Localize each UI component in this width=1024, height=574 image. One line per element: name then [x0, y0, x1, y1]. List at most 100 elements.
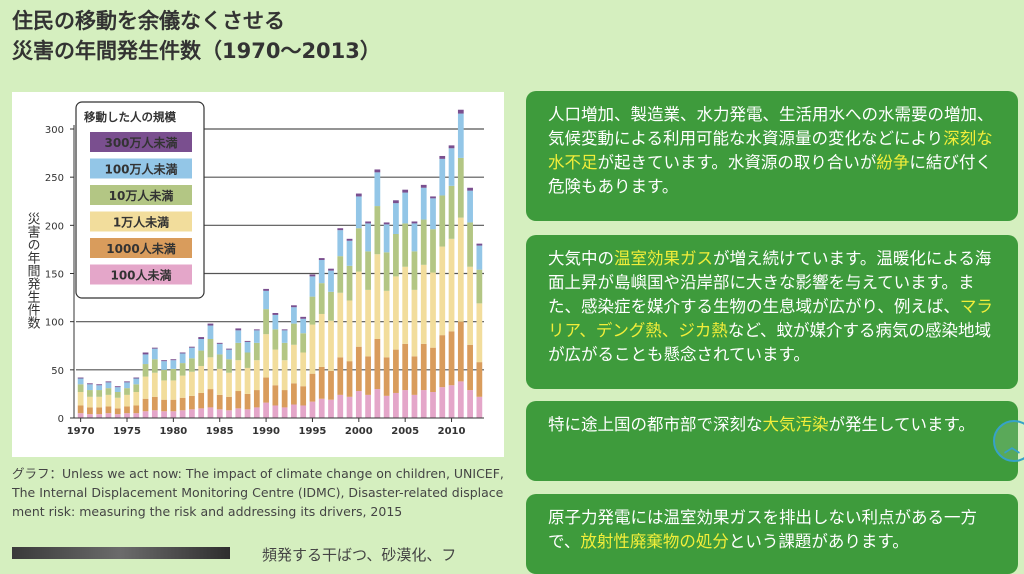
- bar-segment: [309, 401, 316, 418]
- bar-segment: [393, 349, 399, 393]
- bar-segment: [291, 383, 297, 405]
- bar-segment: [448, 185, 455, 239]
- x-tick-label: 2000: [345, 426, 373, 437]
- legend-label: 1万人未満: [113, 215, 169, 230]
- bar-segment: [198, 339, 205, 351]
- bar-segment: [253, 390, 260, 408]
- bar-segment: [411, 356, 418, 395]
- legend-swatch: [90, 264, 192, 285]
- bar-segment: [96, 414, 103, 418]
- bar-segment: [374, 339, 381, 390]
- bar-segment: [355, 196, 362, 229]
- bar-segment: [300, 318, 307, 334]
- bar-segment: [402, 192, 409, 224]
- bar-segment: [77, 378, 84, 385]
- bar-segment: [244, 393, 251, 410]
- bar-segment: [374, 206, 381, 255]
- bar-segment: [161, 360, 167, 362]
- y-tick-label: 150: [45, 270, 64, 281]
- bar-segment: [309, 276, 316, 297]
- x-tick-label: 1995: [299, 426, 327, 437]
- bar-segment: [207, 357, 214, 390]
- bar-segment: [272, 312, 279, 315]
- y-tick-label: 300: [45, 125, 64, 136]
- bar-segment: [448, 148, 455, 186]
- bar-segment: [467, 190, 473, 223]
- bar-segment: [235, 330, 242, 343]
- bar-segment: [216, 342, 223, 344]
- bar-segment: [439, 195, 446, 247]
- bar-segment: [467, 390, 473, 418]
- bar-segment: [300, 316, 307, 319]
- bar-segment: [189, 395, 195, 410]
- bar-segment: [151, 347, 158, 349]
- legend-swatch: [90, 158, 192, 179]
- bar-segment: [411, 251, 418, 290]
- scroll-to-top-button[interactable]: ︿: [993, 420, 1024, 462]
- bar-segment: [124, 381, 130, 383]
- bar-segment: [96, 385, 103, 391]
- bar-segment: [365, 223, 371, 252]
- info-card-nuclear: 原子力発電には温室効果ガスを排出しない利点がある一方で、放射性廃棄物の処分という…: [526, 494, 1018, 574]
- bar-segment: [328, 270, 334, 292]
- bar-segment: [467, 344, 473, 391]
- bar-segment: [300, 405, 307, 418]
- bar-segment: [457, 113, 464, 158]
- bar-segment: [96, 396, 103, 408]
- legend-swatch: [90, 238, 192, 258]
- bar-segment: [105, 406, 112, 414]
- bar-segment: [365, 356, 371, 395]
- bar-segment: [179, 353, 186, 364]
- bar-segment: [420, 390, 427, 418]
- photo-thumbnail: [12, 547, 230, 559]
- bar-segment: [291, 307, 297, 324]
- bar-segment: [448, 331, 455, 386]
- bar-segment: [96, 390, 103, 397]
- bar-segment: [337, 228, 344, 231]
- bar-segment: [114, 387, 121, 392]
- bar-segment: [439, 387, 446, 418]
- bar-segment: [142, 354, 149, 365]
- bar-segment: [476, 303, 483, 363]
- x-tick-label: 1980: [159, 426, 187, 437]
- bar-segment: [281, 360, 288, 391]
- bar-segment: [151, 410, 158, 418]
- bar-segment: [318, 398, 325, 418]
- bar-segment: [207, 389, 214, 408]
- bar-segment: [207, 407, 214, 418]
- bar-segment: [179, 375, 186, 398]
- bar-segment: [151, 359, 158, 373]
- bar-segment: [207, 323, 214, 326]
- x-tick-label: 1985: [206, 426, 234, 437]
- bar-segment: [77, 384, 84, 392]
- x-tick-label: 1970: [67, 426, 95, 437]
- bar-segment: [355, 271, 362, 347]
- bar-segment: [263, 334, 269, 378]
- bar-segment: [420, 184, 427, 188]
- bar-segment: [420, 343, 427, 391]
- bar-segment: [402, 343, 409, 391]
- highlight-text: 放射性廃棄物の処分: [580, 532, 729, 551]
- bar-segment: [309, 296, 316, 325]
- y-tick-label: 50: [51, 366, 64, 377]
- bar-segment: [411, 223, 418, 252]
- bar-segment: [393, 276, 399, 350]
- bar-segment: [170, 360, 177, 369]
- bar-segment: [430, 198, 436, 230]
- bar-segment: [272, 349, 279, 386]
- bar-segment: [226, 348, 232, 350]
- bar-segment: [309, 324, 316, 374]
- bar-segment: [142, 398, 149, 412]
- y-tick-label: 250: [45, 173, 64, 184]
- bar-segment: [346, 361, 353, 397]
- bar-segment: [346, 396, 353, 418]
- chevron-up-icon: ︿: [1004, 437, 1021, 456]
- bar-segment: [226, 349, 232, 360]
- bar-segment: [291, 404, 297, 418]
- bar-segment: [430, 229, 436, 273]
- bar-segment: [133, 391, 140, 406]
- bar-segment: [87, 383, 93, 385]
- bar-segment: [346, 265, 353, 301]
- bar-segment: [476, 245, 483, 270]
- bar-segment: [198, 350, 205, 366]
